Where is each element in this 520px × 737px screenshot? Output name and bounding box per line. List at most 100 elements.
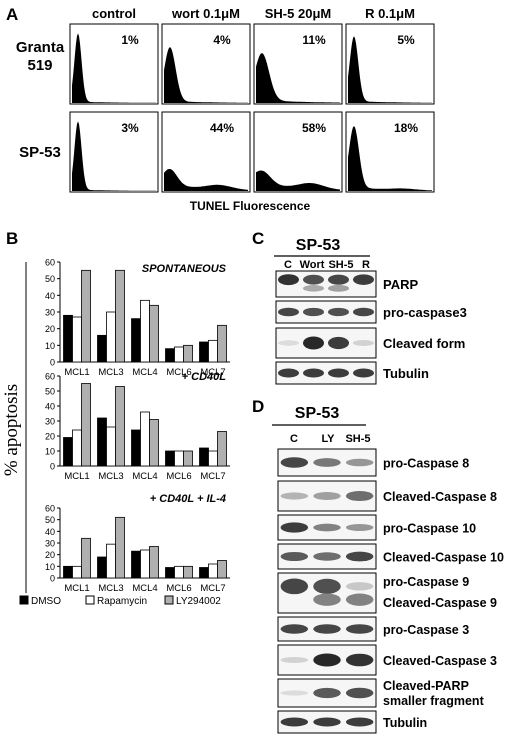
y-tick-label: 0 bbox=[50, 574, 55, 584]
blot-band bbox=[278, 307, 299, 317]
bar-rapamycin-mcl3 bbox=[106, 426, 116, 467]
apoptosis-percent-label: 58% bbox=[302, 121, 326, 135]
bar-dmso-mcl7 bbox=[199, 567, 209, 579]
bar-rapamycin-mcl1 bbox=[72, 316, 82, 363]
blot-band bbox=[345, 653, 374, 667]
histogram-trace bbox=[348, 36, 432, 103]
blot-label: pro-Caspase 8 bbox=[383, 457, 469, 471]
histogram-trace bbox=[164, 47, 248, 103]
apoptosis-percent-label: 3% bbox=[121, 121, 139, 135]
histogram-trace bbox=[348, 126, 432, 191]
legend-label-dmso: DMSO bbox=[31, 596, 61, 607]
lane-c-sh5: SH-5 bbox=[328, 259, 353, 271]
y-axis-label: % apoptosis bbox=[1, 384, 22, 476]
blot-band bbox=[313, 578, 341, 594]
blot-band bbox=[328, 284, 349, 292]
blot-band bbox=[303, 336, 324, 350]
blot-band bbox=[280, 551, 309, 562]
chart-title: + CD40L + IL-4 bbox=[150, 493, 226, 505]
blot-label: smaller fragment bbox=[383, 694, 485, 708]
blot-band bbox=[353, 307, 374, 317]
blot-label: Cleaved form bbox=[383, 336, 465, 351]
apoptosis-percent-label: 1% bbox=[121, 33, 139, 47]
blot-band bbox=[280, 578, 309, 595]
bar-dmso-mcl4 bbox=[131, 429, 141, 467]
y-tick-label: 40 bbox=[45, 291, 55, 301]
x-tick-label: MCL1 bbox=[64, 583, 89, 594]
blot-band bbox=[345, 593, 374, 606]
bar-ly294002-mcl1 bbox=[81, 269, 91, 363]
blot-label: Cleaved-Caspase 8 bbox=[383, 490, 497, 504]
y-tick-label: 0 bbox=[50, 462, 55, 472]
panel-c-cell-line: SP-53 bbox=[296, 237, 341, 254]
blot-label: Cleaved-Caspase 10 bbox=[383, 551, 504, 565]
bar-ly294002-mcl4 bbox=[149, 419, 159, 467]
x-tick-label: MCL4 bbox=[132, 367, 157, 378]
x-tick-label: MCL3 bbox=[98, 583, 123, 594]
y-tick-label: 30 bbox=[45, 539, 55, 549]
col-header-wort: wort 0.1μM bbox=[171, 6, 240, 21]
blot-band bbox=[303, 274, 324, 285]
x-tick-label: MCL7 bbox=[200, 367, 225, 378]
bar-ly294002-mcl6 bbox=[183, 344, 193, 363]
bar-rapamycin-mcl7 bbox=[208, 563, 218, 579]
blot-band bbox=[313, 552, 341, 561]
blot-label: Cleaved-Caspase 9 bbox=[383, 596, 497, 610]
x-tick-label: MCL4 bbox=[132, 583, 157, 594]
bar-rapamycin-mcl3 bbox=[106, 311, 116, 363]
panel-d-cell-line: SP-53 bbox=[295, 405, 340, 422]
blot-band bbox=[278, 274, 299, 286]
x-tick-label: MCL1 bbox=[64, 471, 89, 482]
blot-band bbox=[278, 368, 299, 378]
legend-label-ly294002: LY294002 bbox=[176, 596, 221, 607]
y-tick-label: 50 bbox=[45, 515, 55, 525]
row-label-sp53: SP-53 bbox=[19, 144, 61, 161]
y-tick-label: 60 bbox=[45, 504, 55, 514]
x-tick-label: MCL6 bbox=[166, 471, 191, 482]
y-tick-label: 10 bbox=[45, 562, 55, 572]
blot-label: pro-Caspase 3 bbox=[383, 623, 469, 637]
blot-band bbox=[280, 492, 309, 500]
blot-band bbox=[280, 657, 309, 663]
blot-band bbox=[313, 653, 341, 667]
bar-dmso-mcl4 bbox=[131, 550, 141, 579]
y-tick-label: 60 bbox=[45, 258, 55, 268]
panel-d-letter: D bbox=[252, 397, 264, 416]
bar-dmso-mcl4 bbox=[131, 318, 141, 363]
histogram-trace bbox=[164, 169, 248, 191]
blot-band bbox=[328, 274, 349, 285]
blot-band bbox=[328, 336, 349, 350]
blot-band bbox=[345, 524, 374, 531]
y-tick-label: 50 bbox=[45, 387, 55, 397]
histogram-frame bbox=[253, 23, 343, 105]
apoptosis-percent-label: 4% bbox=[213, 33, 231, 47]
histogram-trace bbox=[72, 121, 156, 191]
blot-label: PARP bbox=[383, 277, 418, 292]
blot-strip bbox=[275, 361, 377, 385]
bar-rapamycin-mcl7 bbox=[208, 450, 218, 467]
panel-b-letter: B bbox=[6, 229, 18, 248]
x-tick-label: MCL6 bbox=[166, 367, 191, 378]
col-header-r: R 0.1μM bbox=[365, 6, 415, 21]
histogram-trace bbox=[256, 53, 340, 103]
blot-band bbox=[313, 458, 341, 467]
col-header-control: control bbox=[92, 6, 136, 21]
blot-band bbox=[345, 687, 374, 699]
blot-band bbox=[345, 582, 374, 591]
blot-band bbox=[345, 624, 374, 634]
bar-dmso-mcl1 bbox=[63, 565, 73, 579]
apoptosis-percent-label: 44% bbox=[210, 121, 234, 135]
y-tick-label: 30 bbox=[45, 417, 55, 427]
bar-dmso-mcl6 bbox=[165, 567, 175, 579]
blot-label: Tubulin bbox=[383, 716, 427, 730]
bar-ly294002-mcl3 bbox=[115, 516, 125, 579]
y-tick-label: 40 bbox=[45, 402, 55, 412]
lane-c-r: R bbox=[362, 259, 370, 271]
bar-dmso-mcl1 bbox=[63, 437, 73, 467]
x-tick-label: MCL6 bbox=[166, 583, 191, 594]
blot-band bbox=[303, 285, 324, 292]
lane-c-wort: Wort bbox=[300, 259, 325, 271]
blot-band bbox=[278, 340, 299, 346]
bar-dmso-mcl6 bbox=[165, 348, 175, 363]
